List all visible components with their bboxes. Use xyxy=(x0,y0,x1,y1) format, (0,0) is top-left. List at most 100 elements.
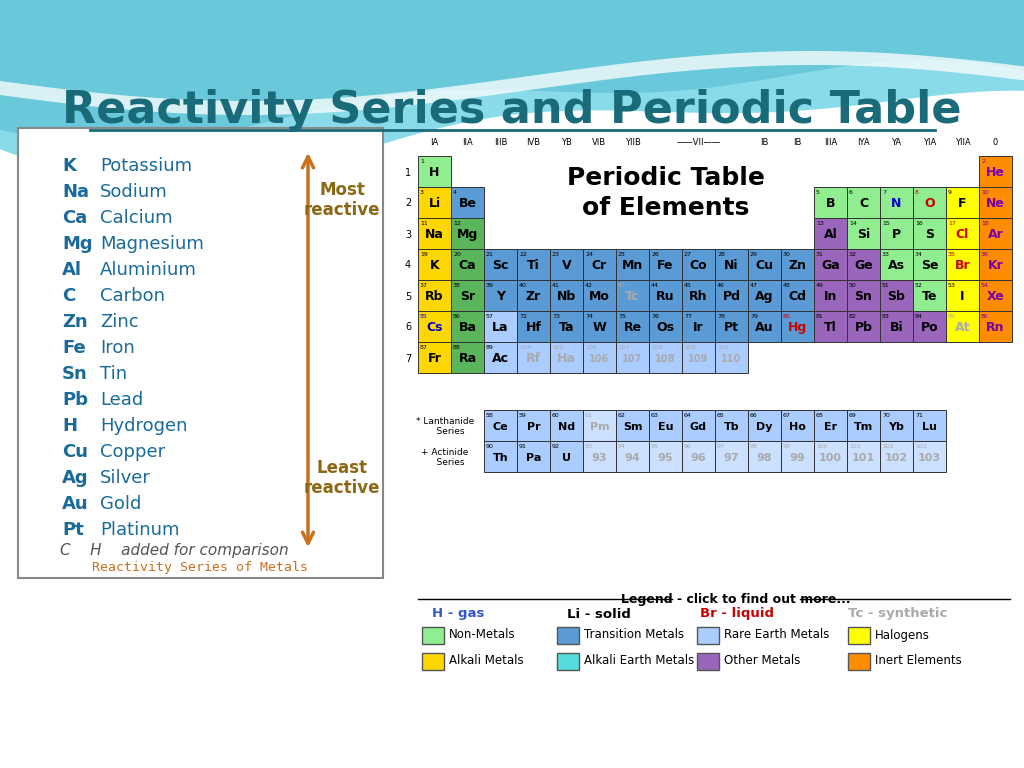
FancyBboxPatch shape xyxy=(913,218,946,249)
Text: 48: 48 xyxy=(783,283,791,288)
FancyBboxPatch shape xyxy=(748,410,781,441)
FancyBboxPatch shape xyxy=(979,280,1012,311)
Text: 7: 7 xyxy=(882,190,886,195)
Text: 98: 98 xyxy=(750,444,758,449)
Text: 1: 1 xyxy=(420,159,424,164)
Text: 100: 100 xyxy=(816,444,827,449)
Text: IA: IA xyxy=(430,138,438,147)
Text: Alkali Earth Metals: Alkali Earth Metals xyxy=(584,654,694,667)
Text: Ti: Ti xyxy=(527,259,540,272)
FancyBboxPatch shape xyxy=(697,653,719,670)
Text: Cu: Cu xyxy=(756,259,773,272)
Text: 58: 58 xyxy=(486,413,494,419)
FancyBboxPatch shape xyxy=(550,342,583,373)
Text: Inert Elements: Inert Elements xyxy=(874,654,962,667)
Text: 3: 3 xyxy=(404,230,411,240)
Text: Al: Al xyxy=(62,261,82,279)
Text: Lu: Lu xyxy=(922,422,937,432)
Text: Ac: Ac xyxy=(492,352,509,365)
Text: Al: Al xyxy=(823,228,838,241)
FancyBboxPatch shape xyxy=(550,280,583,311)
Text: 7: 7 xyxy=(404,353,411,363)
FancyBboxPatch shape xyxy=(517,280,550,311)
Text: Platinum: Platinum xyxy=(100,521,179,539)
Text: Ca: Ca xyxy=(62,209,87,227)
Text: Ga: Ga xyxy=(821,259,840,272)
FancyBboxPatch shape xyxy=(748,311,781,342)
Text: 4: 4 xyxy=(453,190,457,195)
FancyBboxPatch shape xyxy=(682,311,715,342)
Text: Rf: Rf xyxy=(526,352,541,365)
Text: Transition Metals: Transition Metals xyxy=(584,628,684,641)
Text: 18: 18 xyxy=(981,221,989,226)
Text: Zn: Zn xyxy=(788,259,807,272)
FancyBboxPatch shape xyxy=(697,627,719,644)
FancyBboxPatch shape xyxy=(979,187,1012,218)
Text: C    H    added for comparison: C H added for comparison xyxy=(60,542,289,558)
Text: 65: 65 xyxy=(717,413,725,419)
Text: Er: Er xyxy=(824,422,837,432)
Text: 109: 109 xyxy=(684,345,695,350)
Text: Si: Si xyxy=(857,228,870,241)
Text: 46: 46 xyxy=(717,283,725,288)
Text: 66: 66 xyxy=(750,413,758,419)
Text: 110: 110 xyxy=(717,345,729,350)
FancyBboxPatch shape xyxy=(418,187,451,218)
Text: 14: 14 xyxy=(849,221,857,226)
FancyBboxPatch shape xyxy=(781,311,814,342)
Text: Most
reactive: Most reactive xyxy=(304,180,380,220)
Text: Y: Y xyxy=(496,290,505,303)
Text: Alkali Metals: Alkali Metals xyxy=(449,654,523,667)
FancyBboxPatch shape xyxy=(422,627,444,644)
Text: 88: 88 xyxy=(453,345,461,350)
Text: Pr: Pr xyxy=(526,422,541,432)
Text: 77: 77 xyxy=(684,314,692,319)
Text: 28: 28 xyxy=(717,252,725,257)
Text: 76: 76 xyxy=(651,314,658,319)
Text: Rb: Rb xyxy=(425,290,443,303)
Text: 50: 50 xyxy=(849,283,857,288)
Text: Rh: Rh xyxy=(689,290,708,303)
Text: Pd: Pd xyxy=(723,290,740,303)
Text: 74: 74 xyxy=(585,314,593,319)
FancyBboxPatch shape xyxy=(748,280,781,311)
FancyBboxPatch shape xyxy=(550,441,583,472)
Text: La: La xyxy=(493,321,509,334)
Text: Silver: Silver xyxy=(100,469,151,487)
FancyBboxPatch shape xyxy=(814,441,847,472)
Text: K: K xyxy=(430,259,439,272)
FancyBboxPatch shape xyxy=(847,187,880,218)
FancyBboxPatch shape xyxy=(682,249,715,280)
FancyBboxPatch shape xyxy=(616,280,649,311)
Text: ——VII——: ——VII—— xyxy=(677,138,721,147)
Text: Au: Au xyxy=(756,321,774,334)
FancyBboxPatch shape xyxy=(913,280,946,311)
Text: 52: 52 xyxy=(915,283,923,288)
FancyBboxPatch shape xyxy=(682,280,715,311)
FancyBboxPatch shape xyxy=(748,441,781,472)
Text: Tl: Tl xyxy=(824,321,837,334)
Text: At: At xyxy=(954,321,971,334)
Text: O: O xyxy=(925,197,935,210)
Text: H: H xyxy=(62,417,77,435)
Text: 47: 47 xyxy=(750,283,758,288)
Text: B: B xyxy=(825,197,836,210)
FancyBboxPatch shape xyxy=(484,280,517,311)
Text: 106: 106 xyxy=(585,345,597,350)
Text: Pm: Pm xyxy=(590,422,609,432)
FancyBboxPatch shape xyxy=(946,218,979,249)
FancyBboxPatch shape xyxy=(583,441,616,472)
FancyBboxPatch shape xyxy=(847,280,880,311)
FancyBboxPatch shape xyxy=(847,249,880,280)
Text: Cl: Cl xyxy=(955,228,969,241)
Text: IIIB: IIIB xyxy=(494,138,507,147)
Text: 78: 78 xyxy=(717,314,725,319)
Text: Kr: Kr xyxy=(987,259,1004,272)
Text: Hf: Hf xyxy=(525,321,542,334)
Text: 100: 100 xyxy=(819,452,842,462)
Text: Tc: Tc xyxy=(626,290,640,303)
FancyBboxPatch shape xyxy=(484,311,517,342)
Text: He: He xyxy=(986,166,1005,179)
FancyBboxPatch shape xyxy=(616,342,649,373)
Text: 40: 40 xyxy=(519,283,527,288)
